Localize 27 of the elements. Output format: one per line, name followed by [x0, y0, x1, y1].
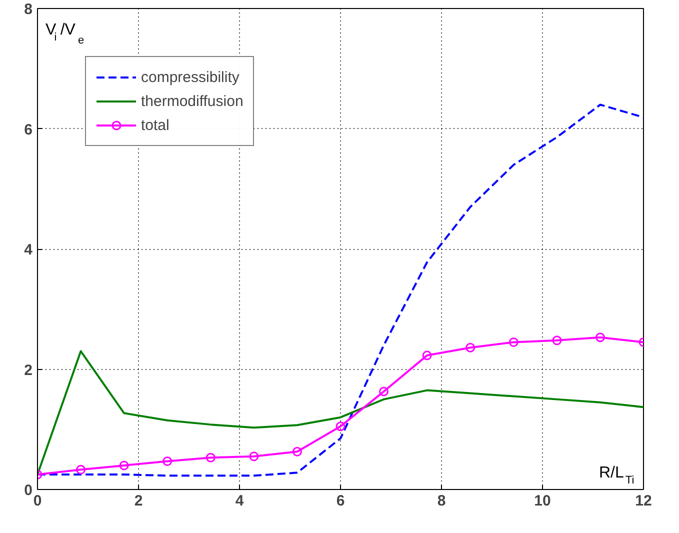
x-tick-label: 2	[134, 492, 143, 510]
y-tick-label: 0	[24, 482, 32, 499]
legend-label: thermodiffusion	[141, 92, 244, 110]
legend-label: compressibility	[141, 68, 240, 86]
legend-label: total	[141, 116, 170, 134]
point	[249, 452, 259, 462]
y-tick-label: 4	[24, 242, 34, 258]
point	[119, 460, 129, 470]
x-tick-label: 6	[336, 492, 345, 510]
point	[422, 350, 432, 360]
point	[508, 337, 518, 347]
point	[379, 386, 389, 396]
x-tick-label: 10	[534, 492, 551, 510]
point	[292, 446, 302, 456]
y-tick-label: 6	[24, 121, 32, 138]
x-tick-label: 12	[635, 492, 652, 510]
point	[466, 342, 476, 352]
point	[206, 452, 216, 462]
point	[552, 336, 562, 346]
y-tick-label: 8	[24, 1, 32, 18]
y-tick-label: 2	[24, 362, 32, 379]
point	[336, 422, 346, 432]
x-tick-label: 4	[235, 492, 244, 510]
point	[76, 464, 86, 474]
x-tick-label: 8	[437, 492, 446, 510]
point	[595, 332, 605, 342]
point	[162, 456, 172, 466]
